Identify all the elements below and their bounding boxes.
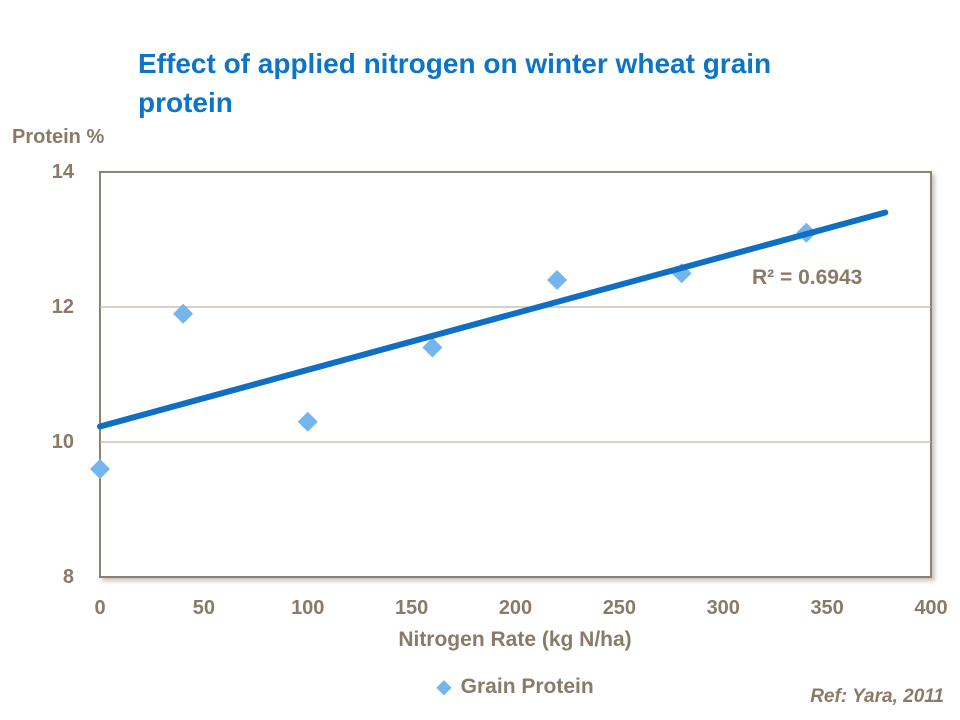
data-point-marker — [173, 303, 194, 324]
y-axis-tick-label: 14 — [51, 161, 74, 183]
x-axis-tick-label: 50 — [192, 597, 215, 619]
plot-area-border — [99, 171, 932, 578]
y-axis-title: Protein % — [12, 126, 105, 148]
y-axis-tick-label: 12 — [51, 296, 74, 318]
x-axis-tick-label: 300 — [706, 597, 740, 619]
diamond-icon: ◆ — [436, 676, 452, 698]
x-axis-tick-label: 0 — [94, 597, 106, 619]
chart-legend: ◆ Grain Protein — [265, 672, 765, 702]
r-squared-annotation: R² = 0.6943 — [752, 266, 863, 289]
data-point-marker — [422, 337, 443, 358]
legend-series-label: Grain Protein — [460, 675, 594, 698]
x-axis-title: Nitrogen Rate (kg N/ha) — [398, 628, 632, 651]
y-axis-tick-label: 10 — [51, 431, 74, 453]
data-point-marker — [547, 270, 568, 290]
trendline — [97, 209, 889, 430]
chart-title: Effect of applied nitrogen on winter whe… — [138, 44, 908, 122]
x-axis-tick-label: 150 — [394, 597, 429, 619]
y-axis-tick-label: 8 — [62, 566, 74, 588]
x-axis-tick-label: 400 — [914, 597, 948, 619]
x-axis-tick-label: 200 — [498, 597, 533, 619]
x-axis-tick-label: 250 — [602, 597, 637, 619]
data-point-marker — [297, 411, 318, 432]
chart-title-line-1: Effect of applied nitrogen on winter whe… — [138, 48, 772, 79]
reference-credit: Ref: Yara, 2011 — [810, 686, 944, 707]
x-axis-tick-label: 350 — [810, 597, 844, 619]
data-point-marker — [90, 459, 110, 479]
x-axis-tick-label: 100 — [291, 597, 325, 619]
chart-title-line-2: protein — [138, 87, 233, 118]
